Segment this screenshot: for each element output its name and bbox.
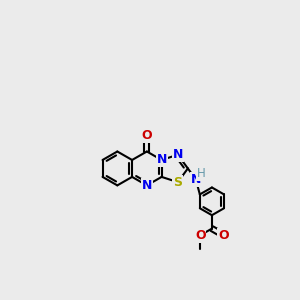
Text: O: O — [195, 229, 206, 242]
Text: S: S — [173, 176, 182, 189]
Text: N: N — [156, 154, 167, 166]
Text: H: H — [197, 167, 206, 180]
Text: N: N — [173, 148, 183, 161]
Text: N: N — [190, 173, 201, 186]
Text: O: O — [218, 229, 229, 242]
Text: O: O — [142, 129, 152, 142]
Text: N: N — [142, 179, 152, 192]
